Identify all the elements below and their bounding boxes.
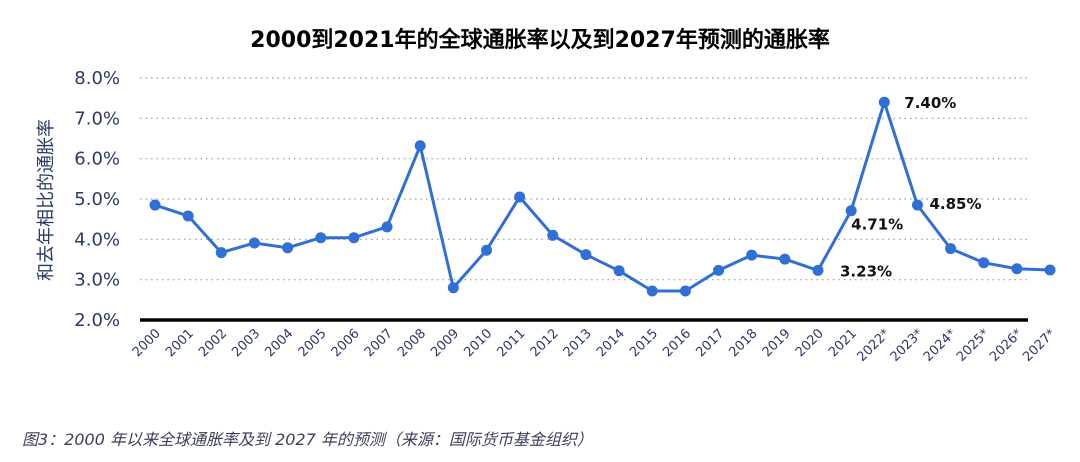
data-point — [978, 257, 990, 269]
data-point — [414, 140, 426, 152]
data-point — [845, 205, 857, 217]
data-point — [149, 199, 161, 211]
data-point — [812, 264, 824, 276]
chart-title: 2000到2021年的全球通胀率以及到2027年预测的通胀率 — [250, 28, 830, 53]
data-point — [679, 285, 691, 297]
data-point — [1044, 264, 1056, 276]
grid-lines — [140, 77, 1028, 281]
data-point — [878, 96, 890, 108]
y-tick-label: 3.0% — [74, 270, 120, 291]
x-tick-label: 2008 — [395, 326, 429, 360]
series-line-path — [153, 100, 1052, 293]
x-tick-label: 2006 — [329, 326, 363, 360]
x-tick-label: 2011 — [494, 326, 528, 360]
data-point — [215, 247, 227, 259]
x-tick-label: 2015 — [627, 326, 661, 360]
y-tick-label: 8.0% — [74, 68, 120, 89]
series-markers — [149, 96, 1056, 297]
x-tick-label: 2020 — [793, 326, 827, 360]
y-axis-title: 和去年相比的通胀率 — [36, 119, 57, 281]
x-tick-label: 2005 — [296, 326, 330, 360]
x-tick-label: 2023* — [888, 326, 927, 365]
y-tick-label: 7.0% — [74, 108, 120, 129]
x-tick-label: 2026* — [987, 326, 1026, 365]
data-point — [779, 253, 791, 265]
x-axis-ticks: 2000 2001 2002 2003 2004 2005 2006 2007 2008 2009… — [130, 326, 1059, 365]
data-point — [1011, 263, 1023, 275]
data-label: 3.23% — [840, 262, 892, 280]
x-tick-label: 2017 — [693, 326, 727, 360]
x-tick-label: 2024* — [921, 326, 960, 365]
x-tick-label: 2003 — [229, 326, 263, 360]
data-point — [248, 237, 260, 249]
y-tick-label: 4.0% — [74, 229, 120, 250]
data-label: 7.40% — [904, 94, 956, 112]
x-tick-label: 2004 — [262, 326, 296, 360]
data-point — [911, 199, 923, 211]
data-point — [580, 249, 592, 261]
x-tick-label: 2012 — [528, 326, 562, 360]
y-axis-ticks: 2.0% 3.0% 4.0% 5.0% 6.0% 7.0% 8.0% — [74, 68, 120, 331]
y-tick-label: 5.0% — [74, 189, 120, 210]
data-point — [945, 243, 957, 255]
figure-caption: 图3：2000 年以来全球通胀率及到 2027 年的预测（来源：国际货币基金组织… — [22, 430, 593, 449]
x-tick-label: 2002 — [196, 326, 230, 360]
x-tick-label: 2001 — [163, 326, 197, 360]
x-tick-label: 2010 — [461, 326, 495, 360]
data-point — [646, 285, 658, 297]
series-line — [153, 100, 1052, 293]
x-tick-label: 2025* — [954, 326, 993, 365]
data-point — [182, 210, 194, 222]
data-point — [348, 232, 360, 244]
data-label: 4.85% — [929, 195, 981, 213]
x-tick-label: 2027* — [1020, 326, 1059, 365]
data-point — [746, 249, 758, 261]
y-tick-label: 2.0% — [74, 310, 120, 331]
x-tick-label: 2016 — [660, 326, 694, 360]
x-tick-label: 2007 — [362, 326, 396, 360]
x-tick-label: 2019 — [760, 326, 794, 360]
line-chart: 2.0%3.0%4.0%5.0%6.0%7.0%8.0% 2000 2001 200… — [36, 68, 1059, 365]
data-labels: 7.40% 4.85% 4.71% 3.23% — [840, 94, 981, 280]
data-point — [713, 264, 725, 276]
data-point — [514, 191, 526, 203]
data-label: 4.71% — [851, 216, 903, 234]
y-tick-label: 6.0% — [74, 149, 120, 170]
x-tick-label: 2018 — [727, 326, 761, 360]
data-point — [381, 221, 393, 233]
x-tick-label: 2014 — [594, 326, 628, 360]
data-point — [481, 244, 492, 256]
data-point — [447, 282, 459, 294]
x-tick-label: 2022* — [855, 326, 894, 365]
x-tick-label: 2009 — [428, 326, 462, 360]
data-point — [315, 232, 327, 244]
data-point — [613, 265, 625, 277]
x-tick-label: 2000 — [130, 326, 164, 360]
data-point — [547, 229, 559, 241]
x-tick-label: 2013 — [561, 326, 595, 360]
data-point — [282, 242, 294, 254]
